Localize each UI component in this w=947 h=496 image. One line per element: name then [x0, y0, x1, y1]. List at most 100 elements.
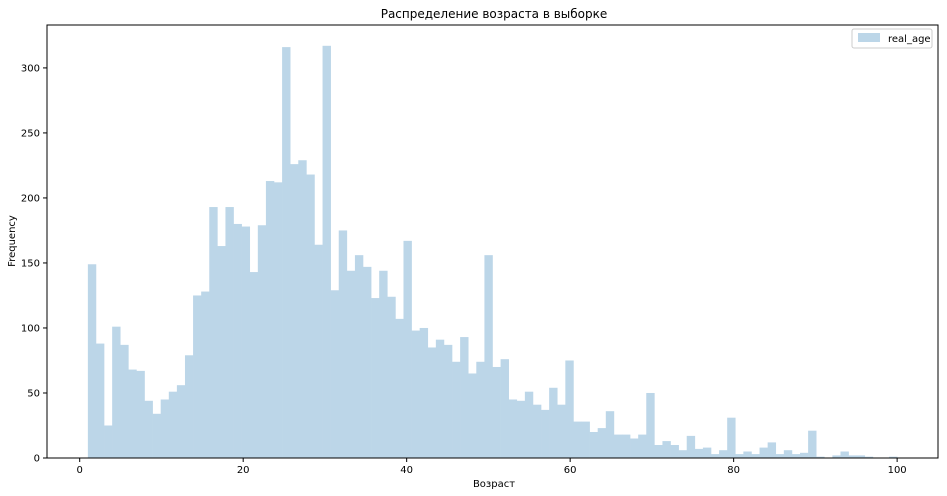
histogram-bar — [460, 337, 469, 458]
legend: real_age — [851, 28, 933, 49]
histogram-bar — [160, 399, 170, 458]
y-tick-label: 0 — [34, 454, 40, 465]
x-tick-label: 100 — [888, 465, 907, 476]
legend-label: real_age — [888, 34, 931, 45]
bars-group — [87, 45, 898, 459]
histogram-bar — [654, 445, 663, 458]
histogram-bar — [630, 438, 639, 458]
histogram-bar — [791, 454, 801, 458]
x-tick-label: 0 — [77, 465, 83, 476]
histogram-bar — [314, 244, 323, 458]
histogram-bar — [120, 344, 129, 458]
histogram-bar — [379, 270, 388, 458]
legend-swatch — [858, 33, 880, 42]
histogram-bar — [800, 452, 809, 458]
y-tick-label: 50 — [27, 388, 40, 399]
histogram-bar — [549, 387, 558, 458]
histogram-bar — [290, 164, 299, 458]
histogram-bar — [694, 448, 704, 458]
histogram-bar — [581, 421, 590, 458]
histogram-bar — [274, 182, 283, 458]
x-axis-ticks: 0 20 40 60 80 100 — [77, 458, 907, 476]
x-axis-label: Возраст — [473, 479, 515, 490]
histogram-bar — [597, 428, 607, 458]
histogram-bar — [468, 373, 477, 458]
histogram-bar — [306, 174, 315, 458]
histogram-bar — [557, 404, 566, 458]
histogram-bar — [621, 434, 631, 458]
histogram-bar — [152, 413, 161, 458]
histogram-bar — [241, 226, 251, 458]
histogram-bar — [711, 454, 720, 458]
histogram-bar — [265, 181, 275, 459]
y-tick-label: 200 — [21, 193, 40, 204]
histogram-bar — [524, 391, 534, 458]
histogram-bar — [532, 404, 542, 458]
histogram-bar — [638, 434, 647, 458]
histogram-bar — [589, 431, 598, 458]
histogram-bar — [395, 318, 404, 458]
histogram-bar — [338, 230, 348, 458]
histogram-bar — [193, 295, 202, 458]
histogram-bar — [452, 361, 461, 458]
y-tick-label: 250 — [21, 128, 40, 139]
histogram-bar — [735, 454, 744, 458]
y-tick-label: 100 — [21, 323, 40, 334]
histogram-bar — [670, 445, 679, 458]
histogram-bar — [565, 360, 574, 458]
histogram-bar — [727, 417, 736, 458]
histogram-bar — [775, 454, 785, 458]
histogram-bar — [443, 344, 453, 458]
histogram-bar — [298, 160, 307, 459]
x-tick-label: 60 — [564, 465, 577, 476]
histogram-bar — [104, 425, 113, 458]
histogram-bar — [136, 370, 145, 458]
histogram-bar — [209, 207, 218, 458]
histogram-bar — [435, 339, 445, 458]
histogram-bar — [217, 246, 226, 458]
histogram-bar — [330, 290, 340, 458]
histogram-bar — [646, 392, 655, 458]
histogram-bar — [249, 272, 259, 458]
y-axis-ticks: 0 50 100 150 200 250 300 — [21, 63, 47, 465]
x-tick-label: 80 — [727, 465, 740, 476]
histogram-bar — [346, 270, 356, 458]
histogram-bar — [889, 456, 898, 458]
histogram-bar — [354, 255, 364, 458]
y-axis-label: Frequency — [7, 215, 18, 267]
histogram-bar — [403, 240, 412, 458]
histogram-bar — [419, 327, 429, 458]
histogram-bar — [484, 255, 493, 458]
histogram-bar — [322, 45, 331, 459]
histogram-bar — [184, 355, 194, 458]
histogram-bar — [95, 343, 105, 458]
histogram-bar — [605, 411, 615, 458]
y-tick-label: 150 — [21, 258, 40, 269]
histogram-bar — [87, 264, 97, 458]
histogram-bar — [112, 326, 121, 458]
histogram-bar — [144, 400, 153, 458]
histogram-bar — [743, 451, 752, 458]
histogram-bar — [176, 385, 186, 458]
histogram-bar — [225, 207, 234, 458]
x-tick-label: 20 — [237, 465, 250, 476]
plot-frame — [46, 24, 939, 459]
y-tick-label: 300 — [21, 63, 40, 74]
histogram-bar — [541, 409, 550, 458]
histogram-bar — [767, 442, 777, 458]
histogram-bar — [500, 359, 509, 458]
histogram-bar — [233, 223, 242, 458]
histogram-bar — [516, 400, 526, 458]
histogram-bar — [411, 330, 420, 458]
histogram-bar — [719, 450, 728, 458]
histogram-bar — [832, 455, 841, 458]
histogram-bar — [363, 266, 372, 458]
histogram-bar — [168, 391, 178, 458]
histogram-bar — [751, 454, 760, 458]
histogram-bar — [662, 441, 671, 458]
histogram-bar — [613, 434, 623, 458]
histogram-bar — [686, 435, 696, 458]
histogram-bar — [573, 421, 582, 458]
histogram-bar — [759, 447, 768, 458]
